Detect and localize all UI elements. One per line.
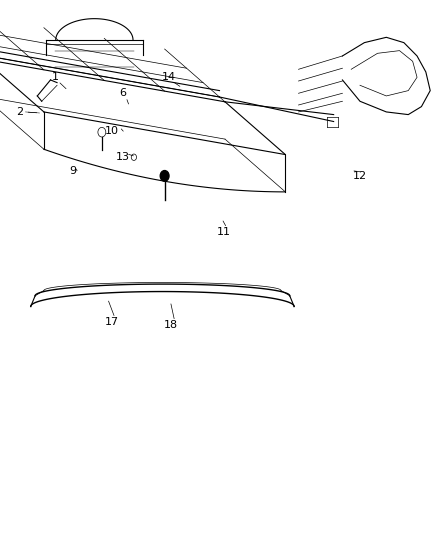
Circle shape: [160, 171, 169, 181]
Text: 2: 2: [16, 107, 23, 117]
Text: 6: 6: [119, 88, 126, 98]
Text: 11: 11: [216, 227, 230, 237]
Text: 10: 10: [105, 126, 119, 135]
Text: 13: 13: [116, 152, 130, 162]
Text: 12: 12: [352, 171, 366, 181]
Text: 18: 18: [164, 320, 178, 330]
Text: 9: 9: [69, 166, 76, 175]
Text: 1: 1: [51, 72, 58, 82]
Text: 14: 14: [162, 72, 176, 82]
Text: 17: 17: [105, 318, 119, 327]
